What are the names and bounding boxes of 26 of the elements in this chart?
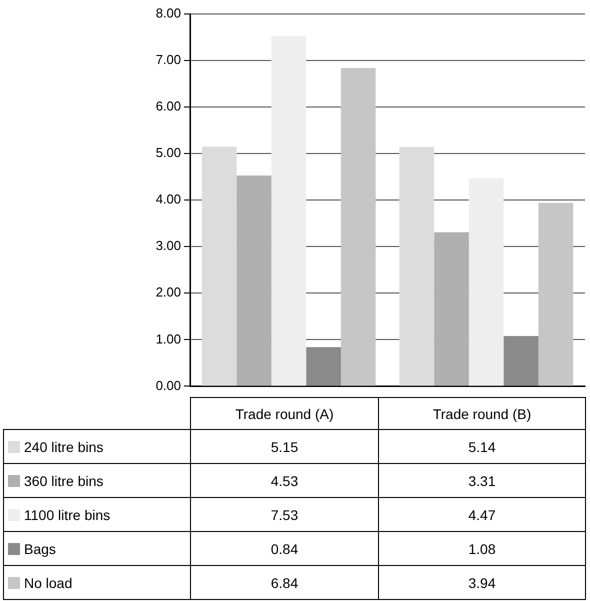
legend-label: Bags [24, 540, 56, 556]
y-tick-label: 8.00 [156, 6, 181, 21]
x-tick-label: Trade round (A) [190, 398, 378, 430]
y-tick-label: 2.00 [156, 284, 181, 300]
data-label: 3.31 [378, 464, 586, 498]
data-label: 5.14 [378, 430, 586, 464]
y-tick-label: 1.00 [156, 331, 181, 346]
y-tick-label: 6.00 [156, 98, 181, 114]
legend-label: 1100 litre bins [24, 506, 110, 522]
data-label: 0.84 [190, 532, 378, 566]
legend-label: 360 litre bins [24, 472, 104, 488]
data-label: 5.15 [190, 430, 378, 464]
data-label: 4.47 [378, 498, 586, 532]
data-label: 6.84 [190, 566, 378, 600]
x-tick-label: Trade round (B) [378, 398, 586, 430]
y-tick-label: 3.00 [156, 238, 181, 254]
data-label: 1.08 [378, 532, 586, 566]
legend-label: No load [24, 574, 72, 590]
legend-label: 240 litre bins [24, 438, 104, 454]
data-label: 3.94 [378, 566, 586, 600]
y-tick-label: 5.00 [156, 145, 181, 160]
y-tick-label: 0.00 [156, 378, 181, 393]
y-tick-label: 4.00 [156, 192, 181, 207]
data-label: 4.53 [190, 464, 378, 498]
y-tick-label: 7.00 [156, 52, 181, 68]
data-label: 7.53 [190, 498, 378, 532]
